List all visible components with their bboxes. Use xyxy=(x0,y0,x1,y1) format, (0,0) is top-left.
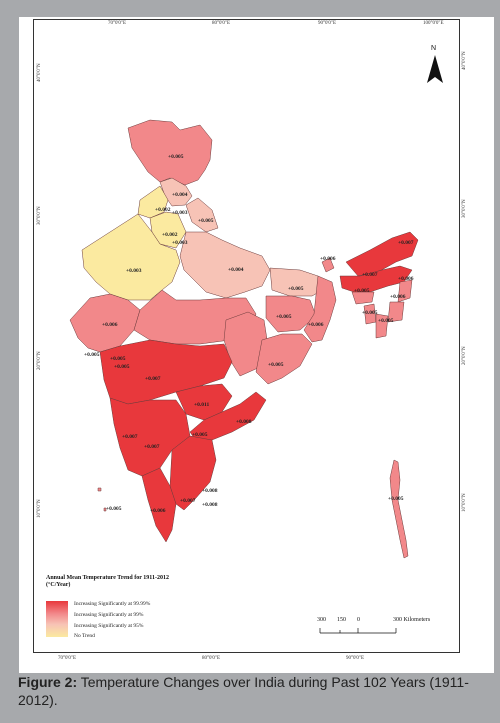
value-label: +0.003 xyxy=(126,268,142,274)
scale-bar xyxy=(319,628,397,634)
scale-label: 300 xyxy=(317,617,326,623)
legend-color-ramp xyxy=(46,601,68,637)
region-sikkim xyxy=(321,257,335,273)
value-label: +0.003 xyxy=(172,210,188,216)
region-uttar-pradesh xyxy=(179,231,271,299)
value-label: +0.005 xyxy=(388,496,404,502)
legend-item: Increasing Significantly at 99% xyxy=(74,612,144,618)
value-label: +0.004 xyxy=(228,267,244,273)
region-rajasthan xyxy=(81,213,181,301)
value-label: +0.002 xyxy=(162,232,178,238)
scale-label: 0 xyxy=(357,617,360,623)
value-label: +0.005 xyxy=(268,362,284,368)
legend-item: Increasing Significantly at 99.99% xyxy=(74,601,151,607)
value-label: +0.005 xyxy=(84,352,100,358)
region-andaman-nicobar xyxy=(389,459,409,559)
scale-labels: 300 150 0 300 Kilometers xyxy=(317,617,457,639)
value-label: +0.005 xyxy=(110,356,126,362)
region-uttarakhand xyxy=(185,197,219,233)
region-kerala xyxy=(141,467,177,543)
value-label: +0.005 xyxy=(362,310,378,316)
region-west-bengal xyxy=(303,275,337,343)
top-tick-label: 100°0'0"E xyxy=(423,21,444,26)
value-label: +0.005 xyxy=(114,364,130,370)
scale-label: 300 Kilometers xyxy=(393,617,431,623)
legend: Annual Mean Temperature Trend for 1911-2… xyxy=(46,575,246,645)
value-label: +0.006 xyxy=(398,276,414,282)
region-telangana xyxy=(175,383,233,421)
value-label: +0.006 xyxy=(102,322,118,328)
value-label: +0.007 xyxy=(122,434,138,440)
value-label: +0.007 xyxy=(398,240,414,246)
top-tick-label: 80°0'0"E xyxy=(212,21,230,26)
value-label: +0.006 xyxy=(308,322,324,328)
value-label: +0.007 xyxy=(362,272,378,278)
legend-item: No Trend xyxy=(74,633,95,639)
bottom-tick-label: 90°0'0"E xyxy=(346,656,364,661)
bottom-tick-label: 70°0'0"E xyxy=(58,656,76,661)
value-label: +0.005 xyxy=(276,314,292,320)
value-label: +0.005 xyxy=(168,154,184,160)
value-label: +0.006 xyxy=(150,508,166,514)
value-labels: +0.005 +0.004 +0.002 +0.003 +0.002 +0.00… xyxy=(84,154,414,514)
north-arrow: N xyxy=(425,45,445,85)
region-jharkhand xyxy=(265,295,317,333)
value-label: +0.011 xyxy=(194,402,209,408)
north-arrow-icon xyxy=(427,55,443,83)
region-manipur xyxy=(387,301,405,323)
value-label: +0.008 xyxy=(202,488,218,494)
legend-title: Annual Mean Temperature Trend for 1911-2… xyxy=(46,575,169,581)
value-label: +0.005 xyxy=(192,432,208,438)
top-tick-label: 90°0'0"E xyxy=(318,21,336,26)
caption-label: Figure 2: xyxy=(18,674,78,690)
value-label: +0.007 xyxy=(145,376,161,382)
value-label: +0.008 xyxy=(202,502,218,508)
north-label: N xyxy=(431,45,437,52)
value-label: +0.006 xyxy=(320,256,336,262)
region-nagaland xyxy=(397,279,413,303)
bottom-tick-label: 80°0'0"E xyxy=(202,656,220,661)
value-label: +0.006 xyxy=(390,294,406,300)
legend-item: Increasing Significantly at 95% xyxy=(74,623,144,629)
region-jammu-kashmir xyxy=(127,119,213,186)
value-label: +0.005 xyxy=(106,506,122,512)
value-label: +0.005 xyxy=(354,288,370,294)
value-label: +0.008 xyxy=(236,419,252,425)
region-mizoram xyxy=(375,313,389,339)
value-label: +0.002 xyxy=(155,207,171,213)
value-label: +0.005 xyxy=(378,318,394,324)
caption-text: Temperature Changes over India during Pa… xyxy=(18,674,469,708)
region-lakshadweep xyxy=(97,487,107,512)
value-label: +0.007 xyxy=(180,498,196,504)
value-label: +0.007 xyxy=(144,444,160,450)
legend-subtitle: (°C/Year) xyxy=(46,582,71,588)
value-label: +0.005 xyxy=(198,218,214,224)
value-label: +0.005 xyxy=(288,286,304,292)
figure-caption: Figure 2: Temperature Changes over India… xyxy=(18,673,488,709)
value-label: +0.004 xyxy=(172,192,188,198)
top-tick-label: 70°0'0"E xyxy=(108,21,126,26)
value-label: +0.003 xyxy=(172,240,188,246)
region-odisha xyxy=(255,333,313,385)
region-meghalaya xyxy=(351,291,375,305)
scale-label: 150 xyxy=(337,617,346,623)
